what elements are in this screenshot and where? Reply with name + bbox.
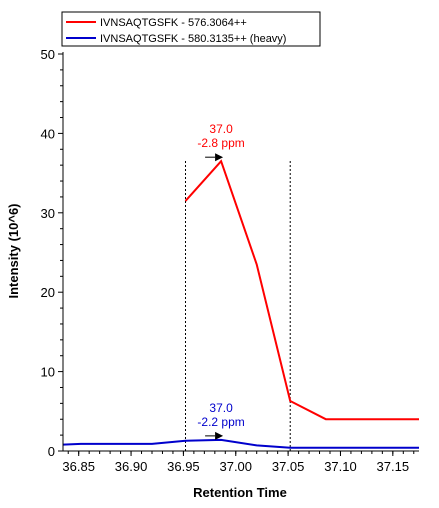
x-tick-label: 36.90 xyxy=(115,459,148,474)
x-tick-label: 36.85 xyxy=(62,459,95,474)
x-axis-title: Retention Time xyxy=(193,485,287,500)
series-layer xyxy=(62,159,419,449)
legend-label-1: IVNSAQTGSFK - 580.3135++ (heavy) xyxy=(100,33,286,45)
annotation-arrow-head xyxy=(215,153,224,162)
integration-bounds xyxy=(185,161,291,451)
annotation-ppm: -2.2 ppm xyxy=(197,415,244,429)
series-line-0 xyxy=(184,159,419,421)
y-tick-label: 50 xyxy=(41,47,55,62)
y-tick-label: 10 xyxy=(41,365,55,380)
y-axis-title: Intensity (10^6) xyxy=(6,203,21,298)
y-tick-label: 30 xyxy=(41,206,55,221)
legend-label-0: IVNSAQTGSFK - 576.3064++ xyxy=(100,17,247,29)
series-line-1 xyxy=(62,438,419,449)
axes: 0 10 20 30 40 50 36.85 36.90 36.95 37.00 37.05 37.1… xyxy=(41,47,419,474)
x-tick-label: 37.05 xyxy=(272,459,305,474)
annotation-time: 37.0 xyxy=(209,122,233,136)
annotation-time: 37.0 xyxy=(209,401,233,415)
x-tick-label: 36.95 xyxy=(167,459,200,474)
x-tick-label: 37.00 xyxy=(219,459,252,474)
y-tick-label: 0 xyxy=(48,444,55,459)
legend: IVNSAQTGSFK - 576.3064++ IVNSAQTGSFK - 58… xyxy=(61,11,321,47)
y-tick-label: 40 xyxy=(41,126,55,141)
x-tick-label: 37.10 xyxy=(324,459,357,474)
x-tick-label: 37.15 xyxy=(377,459,410,474)
annotation-arrow-head xyxy=(215,431,224,440)
legend-box xyxy=(61,11,321,47)
annotation-ppm: -2.8 ppm xyxy=(197,136,244,150)
y-tick-label: 20 xyxy=(41,285,55,300)
